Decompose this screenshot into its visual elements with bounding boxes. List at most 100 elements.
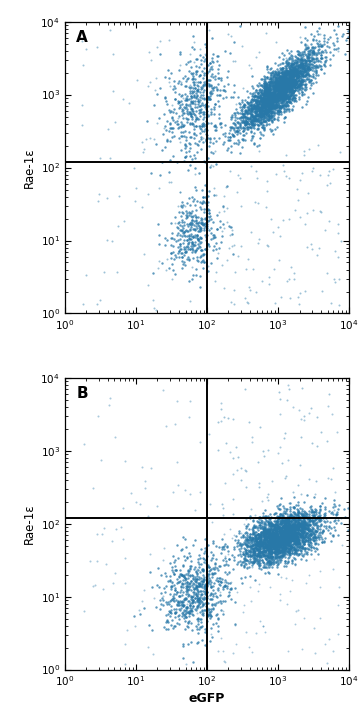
Point bbox=[318, 46, 324, 58]
Point bbox=[292, 80, 297, 91]
Point bbox=[265, 240, 271, 251]
Point bbox=[288, 513, 294, 525]
Point bbox=[181, 570, 187, 582]
Point bbox=[265, 104, 271, 115]
Point bbox=[267, 528, 273, 540]
Point bbox=[81, 438, 86, 449]
Point bbox=[268, 539, 274, 551]
Point bbox=[255, 89, 261, 100]
Point bbox=[307, 518, 312, 530]
Point bbox=[167, 122, 172, 134]
Point bbox=[294, 53, 300, 64]
Point bbox=[272, 543, 278, 554]
Point bbox=[261, 94, 267, 105]
Point bbox=[266, 525, 272, 536]
Point bbox=[221, 222, 227, 234]
Point bbox=[194, 637, 200, 649]
Point bbox=[251, 117, 257, 129]
Point bbox=[289, 86, 295, 97]
Point bbox=[297, 518, 303, 529]
Point bbox=[298, 520, 304, 531]
Point bbox=[274, 83, 280, 94]
Point bbox=[302, 534, 308, 545]
Point bbox=[253, 113, 259, 125]
Point bbox=[187, 233, 193, 244]
Point bbox=[186, 589, 192, 600]
Point bbox=[252, 102, 257, 114]
Point bbox=[267, 538, 273, 549]
Point bbox=[332, 245, 338, 256]
Point bbox=[159, 592, 165, 603]
Point bbox=[269, 527, 275, 539]
Point bbox=[202, 230, 207, 241]
Point bbox=[261, 531, 267, 543]
Point bbox=[296, 61, 302, 73]
Point bbox=[192, 210, 198, 221]
Point bbox=[292, 516, 298, 527]
Point bbox=[281, 527, 287, 539]
Point bbox=[255, 90, 261, 102]
Point bbox=[276, 521, 282, 532]
Point bbox=[261, 102, 266, 113]
Point bbox=[189, 261, 194, 273]
Point bbox=[306, 569, 312, 580]
Point bbox=[180, 121, 186, 132]
Point bbox=[274, 546, 279, 557]
Point bbox=[264, 91, 270, 102]
Point bbox=[251, 555, 257, 567]
Point bbox=[207, 210, 212, 222]
Point bbox=[275, 552, 281, 563]
Point bbox=[268, 531, 274, 543]
Point bbox=[268, 538, 274, 549]
Point bbox=[274, 78, 280, 89]
Point bbox=[269, 533, 274, 544]
Point bbox=[154, 579, 160, 590]
Point bbox=[193, 593, 198, 604]
Point bbox=[248, 127, 253, 138]
Point bbox=[250, 549, 256, 560]
Point bbox=[278, 523, 284, 535]
Point bbox=[276, 547, 282, 559]
Point bbox=[275, 555, 280, 567]
Point bbox=[277, 94, 283, 106]
Point bbox=[282, 555, 288, 567]
Point bbox=[276, 78, 282, 90]
Point bbox=[276, 513, 282, 524]
Point bbox=[278, 512, 284, 523]
Point bbox=[199, 120, 205, 132]
Point bbox=[292, 79, 298, 91]
Point bbox=[295, 523, 301, 534]
Point bbox=[277, 83, 283, 94]
Point bbox=[268, 549, 274, 560]
Point bbox=[297, 62, 303, 73]
Point bbox=[266, 544, 272, 555]
Point bbox=[255, 91, 260, 102]
Point bbox=[266, 94, 271, 106]
Point bbox=[180, 570, 186, 582]
Point bbox=[201, 593, 207, 605]
Point bbox=[301, 61, 307, 73]
Point bbox=[285, 539, 291, 551]
Point bbox=[275, 59, 281, 71]
Point bbox=[160, 128, 166, 140]
Point bbox=[283, 542, 289, 554]
Point bbox=[197, 216, 202, 228]
Point bbox=[250, 90, 256, 102]
Point bbox=[184, 581, 190, 593]
Point bbox=[274, 96, 280, 107]
Point bbox=[283, 521, 289, 533]
Point bbox=[271, 109, 276, 121]
Point bbox=[251, 528, 257, 540]
Point bbox=[277, 525, 283, 536]
Point bbox=[277, 73, 283, 85]
Point bbox=[264, 81, 269, 93]
Point bbox=[289, 525, 295, 536]
Point bbox=[301, 508, 306, 519]
Point bbox=[279, 84, 285, 95]
Point bbox=[204, 96, 210, 108]
Point bbox=[275, 81, 281, 92]
Point bbox=[245, 534, 251, 545]
Point bbox=[182, 151, 188, 163]
Point bbox=[249, 431, 255, 443]
Point bbox=[245, 122, 251, 133]
